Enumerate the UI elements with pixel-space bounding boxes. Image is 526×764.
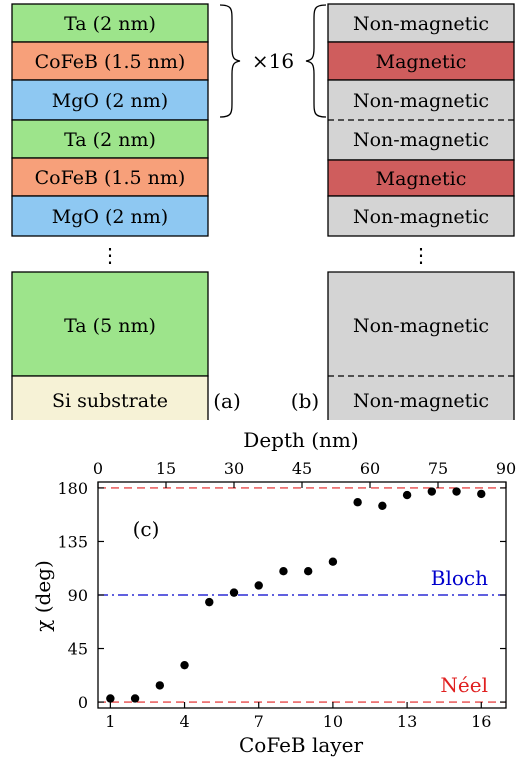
layer-nonmag-4-label: Non-magnetic	[353, 206, 489, 228]
layer-mgo-1-label: MgO (2 nm)	[52, 90, 168, 112]
layer-mag-2-label: Magnetic	[376, 168, 467, 190]
data-point	[106, 694, 115, 703]
data-point	[205, 597, 214, 607]
data-points	[106, 487, 486, 703]
reference-label-bloch: Bloch	[431, 566, 488, 590]
panel-label-a: (a)	[213, 389, 241, 413]
layer-ta-2	[11, 119, 209, 159]
x-tick-label: 13	[397, 712, 417, 731]
data-point	[328, 557, 338, 566]
layer-mag-1-label: Magnetic	[376, 51, 467, 73]
stack-b: Non-magnetic Magnetic Non-magnetic Non-m…	[291, 3, 515, 420]
layer-nonmag-2-label: Non-magnetic	[353, 90, 489, 112]
data-point	[279, 567, 288, 576]
layer-ta-1	[11, 3, 209, 43]
data-point	[130, 694, 140, 703]
layer-cofeb-1	[11, 41, 209, 81]
y-tick-label: 135	[57, 532, 88, 551]
layer-mgo-2	[11, 195, 209, 237]
stack-a: Ta (2 nm) CoFeB (1.5 nm) MgO (2 nm) Ta (…	[11, 3, 241, 420]
y-tick-label: 0	[78, 693, 88, 712]
x-axis-title: CoFeB layer	[239, 733, 363, 757]
y-tick-label: 180	[57, 479, 88, 498]
layer-nonmag-3-label: Non-magnetic	[353, 129, 489, 151]
data-point	[254, 581, 263, 590]
top-x-axis-title: Depth (nm)	[243, 428, 358, 452]
layer-nonmag-bottom	[327, 271, 515, 420]
layer-nonmag-1-label: Non-magnetic	[353, 13, 489, 35]
data-point	[180, 660, 189, 670]
layer-cofeb-2-label: CoFeB (1.5 nm)	[35, 167, 186, 189]
ellipsis-b: ⋮	[411, 243, 431, 267]
top-x-tick-label: 45	[292, 459, 312, 478]
top-x-tick-label: 90	[496, 459, 516, 478]
panel-label-c: (c)	[133, 517, 160, 541]
repeat-label: ×16	[252, 49, 294, 73]
axis-ticks: 1 4 7 10 13 16 0 45 90 135 180 0 15 30 45 60 75 90	[57, 459, 516, 731]
data-point	[402, 490, 412, 500]
layer-nonmag-bottom-label: Non-magnetic	[353, 315, 489, 337]
top-x-tick-label: 75	[428, 459, 448, 478]
data-point	[155, 681, 165, 690]
y-tick-label: 90	[68, 586, 88, 605]
top-x-tick-label: 60	[360, 459, 380, 478]
layer-mgo-2-label: MgO (2 nm)	[52, 206, 168, 228]
x-tick-label: 7	[254, 712, 264, 731]
reference-label-nel: Néel	[440, 673, 488, 697]
data-point	[452, 487, 461, 496]
plot-frame	[97, 481, 507, 709]
data-point	[477, 489, 486, 499]
layer-mag-1	[327, 41, 515, 81]
x-tick-label: 16	[471, 712, 491, 731]
data-point	[427, 487, 437, 496]
left-brace	[219, 4, 241, 118]
top-x-tick-label: 30	[224, 459, 244, 478]
panel-label-b: (b)	[291, 389, 319, 413]
layer-ta-bottom-label: Ta (5 nm)	[64, 315, 156, 337]
data-point	[229, 588, 239, 597]
ellipsis-a: ⋮	[100, 243, 120, 267]
top-x-tick-label: 15	[156, 459, 176, 478]
layer-ta-1-label: Ta (2 nm)	[64, 13, 156, 35]
y-tick-label: 45	[68, 640, 88, 659]
layer-substrate-label: Si substrate	[52, 390, 168, 412]
right-brace	[305, 4, 327, 118]
layer-mag-2	[327, 159, 515, 197]
x-tick-label: 10	[323, 712, 343, 731]
repeat-brace	[219, 4, 327, 118]
x-tick-label: 4	[179, 712, 189, 731]
data-point	[378, 501, 387, 510]
y-axis-title: χ (deg)	[31, 560, 55, 632]
x-tick-label: 1	[105, 712, 115, 731]
layer-cofeb-1-label: CoFeB (1.5 nm)	[35, 51, 186, 73]
layer-nonmag-substrate-label: Non-magnetic	[353, 390, 489, 412]
top-x-tick-label: 0	[93, 459, 103, 478]
layer-substrate	[11, 375, 209, 420]
layer-nonmag-4	[327, 195, 515, 237]
layer-mgo-1	[11, 79, 209, 121]
data-point	[303, 567, 313, 576]
layer-ta-2-label: Ta (2 nm)	[64, 129, 156, 151]
layer-nonmag-1	[327, 3, 515, 43]
data-point	[353, 498, 362, 507]
chart-c: Depth (nm) CoFeB layer χ (deg) (c) Bloch…	[31, 428, 516, 757]
